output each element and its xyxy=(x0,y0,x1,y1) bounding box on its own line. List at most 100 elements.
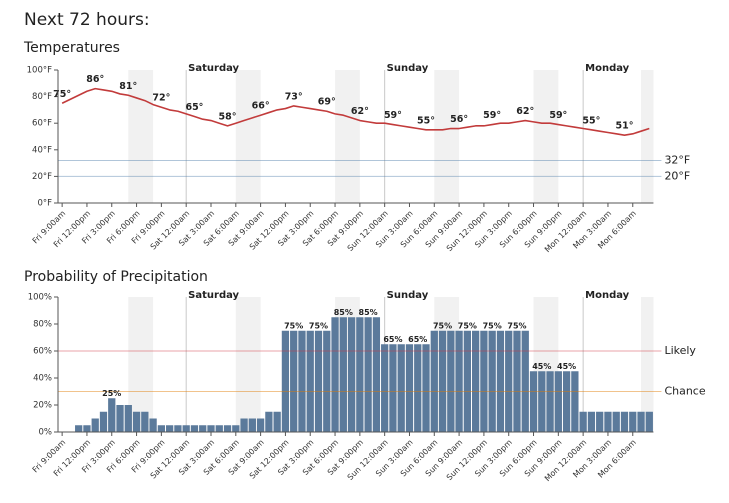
bar xyxy=(438,330,447,432)
value-label: 66° xyxy=(252,101,270,112)
bar xyxy=(256,418,265,432)
bar xyxy=(99,411,108,432)
value-label: 65° xyxy=(185,102,203,113)
value-label: 45% xyxy=(557,362,576,371)
reference-label: Likely xyxy=(664,344,696,357)
value-label: 75% xyxy=(458,321,477,330)
bar xyxy=(240,418,248,432)
bar xyxy=(290,330,298,432)
bar xyxy=(422,344,430,432)
night-shade xyxy=(434,70,460,203)
bar xyxy=(265,411,273,432)
day-label: Sunday xyxy=(387,63,429,74)
bar xyxy=(182,425,190,432)
y-tick-label: 100% xyxy=(28,293,52,303)
bar xyxy=(505,330,513,432)
bar xyxy=(562,371,571,432)
night-shade xyxy=(335,297,360,432)
y-tick-label: 80% xyxy=(33,320,52,330)
value-label: 86° xyxy=(86,74,104,85)
night-shade xyxy=(128,297,154,432)
bar xyxy=(546,371,554,432)
value-label: 75% xyxy=(507,321,526,330)
y-tick-label: 60°F xyxy=(32,119,52,129)
value-label: 55° xyxy=(582,115,600,126)
bar xyxy=(538,371,546,432)
y-tick-label: 0°F xyxy=(37,199,52,209)
value-label: 73° xyxy=(285,91,303,102)
y-tick-label: 40°F xyxy=(32,145,52,155)
bar xyxy=(149,418,157,432)
bar xyxy=(620,411,629,432)
night-shade xyxy=(641,297,654,432)
value-label: 75% xyxy=(433,321,452,330)
bar xyxy=(455,330,463,432)
bar xyxy=(248,418,256,432)
night-shade xyxy=(533,70,559,203)
value-label: 51° xyxy=(616,121,634,132)
bar xyxy=(513,330,521,432)
value-label: 72° xyxy=(152,93,170,104)
value-label: 75% xyxy=(284,321,303,330)
bar xyxy=(232,425,240,432)
night-shade xyxy=(235,297,261,432)
bar xyxy=(405,344,414,432)
reference-label: 32°F xyxy=(664,153,690,166)
chart-title: Temperatures xyxy=(23,40,120,56)
bar xyxy=(579,411,587,432)
page-title: Next 72 hours: xyxy=(24,10,150,30)
value-label: 85% xyxy=(334,308,353,317)
bar xyxy=(215,425,223,432)
value-label: 75° xyxy=(53,89,71,100)
value-label: 81° xyxy=(119,81,137,92)
bar xyxy=(306,330,314,432)
value-label: 45% xyxy=(532,362,551,371)
bar xyxy=(463,330,471,432)
bar xyxy=(529,371,538,432)
bar xyxy=(132,411,141,432)
value-label: 56° xyxy=(450,114,468,125)
value-label: 65% xyxy=(383,335,402,344)
bar xyxy=(364,317,372,432)
y-tick-label: 40% xyxy=(33,374,52,384)
day-label: Sunday xyxy=(387,290,429,301)
day-label: Monday xyxy=(585,63,630,74)
bar xyxy=(389,344,397,432)
bar xyxy=(273,411,281,432)
y-tick-label: 20% xyxy=(33,401,52,411)
bar xyxy=(488,330,496,432)
value-label: 55° xyxy=(417,115,435,126)
value-label: 75% xyxy=(309,321,328,330)
value-label: 62° xyxy=(516,106,534,117)
chart-title: Probability of Precipitation xyxy=(24,269,208,285)
bar xyxy=(157,425,166,432)
value-label: 25% xyxy=(102,389,121,398)
bar xyxy=(629,411,637,432)
bar xyxy=(190,425,199,432)
bar xyxy=(571,371,579,432)
bar xyxy=(381,344,389,432)
bar xyxy=(554,371,562,432)
bar xyxy=(91,418,99,432)
value-label: 59° xyxy=(549,110,567,121)
night-shade xyxy=(641,70,654,203)
value-label: 85% xyxy=(359,308,378,317)
night-shade xyxy=(335,70,360,203)
night-shade xyxy=(434,297,460,432)
bar xyxy=(496,330,505,432)
bar xyxy=(314,330,323,432)
bar xyxy=(521,330,529,432)
bar xyxy=(124,405,132,432)
bar xyxy=(75,425,83,432)
bar xyxy=(414,344,422,432)
y-tick-label: 0% xyxy=(39,428,53,438)
y-tick-label: 20°F xyxy=(32,172,52,182)
night-shade xyxy=(533,297,559,432)
bar xyxy=(397,344,405,432)
day-label: Saturday xyxy=(188,63,239,74)
bar xyxy=(223,425,232,432)
bar xyxy=(207,425,215,432)
bar xyxy=(604,411,612,432)
bar xyxy=(447,330,455,432)
